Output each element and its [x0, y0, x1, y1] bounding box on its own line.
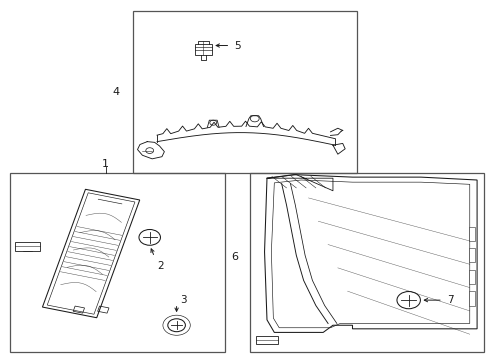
Bar — [469, 226, 475, 241]
Text: 7: 7 — [447, 295, 453, 305]
Bar — [10, 173, 225, 352]
Bar — [469, 248, 475, 262]
Text: 5: 5 — [234, 41, 241, 50]
Bar — [469, 270, 475, 284]
Bar — [256, 336, 278, 344]
Bar — [133, 12, 357, 173]
Text: 3: 3 — [180, 295, 187, 305]
Bar — [195, 44, 212, 55]
Text: 4: 4 — [112, 87, 119, 97]
Bar — [469, 291, 475, 306]
Bar — [250, 173, 485, 352]
Text: 6: 6 — [231, 252, 238, 262]
Text: 1: 1 — [102, 159, 109, 169]
Text: 2: 2 — [157, 261, 164, 271]
Bar — [15, 242, 40, 251]
